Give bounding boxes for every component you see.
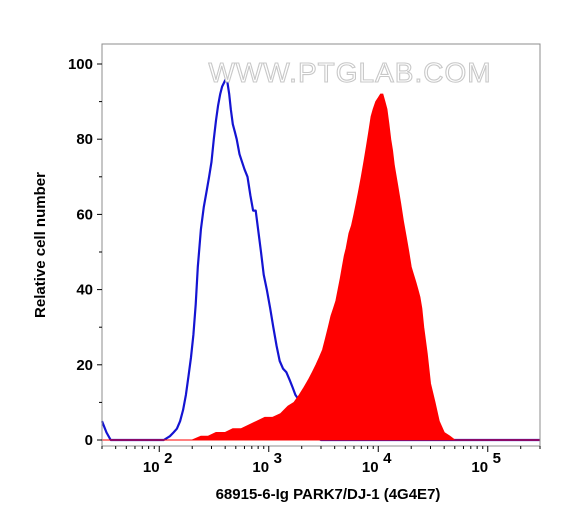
- x-tick-label: 10: [252, 459, 269, 476]
- y-tick-label: 0: [85, 432, 93, 449]
- x-tick-label: 10: [143, 459, 160, 476]
- y-tick-label: 80: [76, 131, 93, 148]
- y-tick-label: 60: [76, 206, 93, 223]
- x-tick-exponent: 5: [493, 450, 501, 467]
- y-tick-label: 40: [76, 282, 93, 299]
- x-tick-exponent: 3: [274, 450, 282, 467]
- y-axis-title: Relative cell number: [32, 172, 49, 318]
- y-tick-label: 100: [68, 56, 93, 73]
- x-tick-label: 10: [471, 459, 488, 476]
- x-tick-exponent: 4: [383, 450, 392, 467]
- x-tick-label: 10: [362, 459, 379, 476]
- watermark: WWW.PTGLAB.COM: [208, 57, 491, 88]
- series-1-filled-histogram: [102, 93, 540, 441]
- y-tick-label: 20: [76, 357, 93, 374]
- x-axis-title: 68915-6-Ig PARK7/DJ-1 (4G4E7): [216, 486, 441, 503]
- x-tick-exponent: 2: [164, 450, 172, 467]
